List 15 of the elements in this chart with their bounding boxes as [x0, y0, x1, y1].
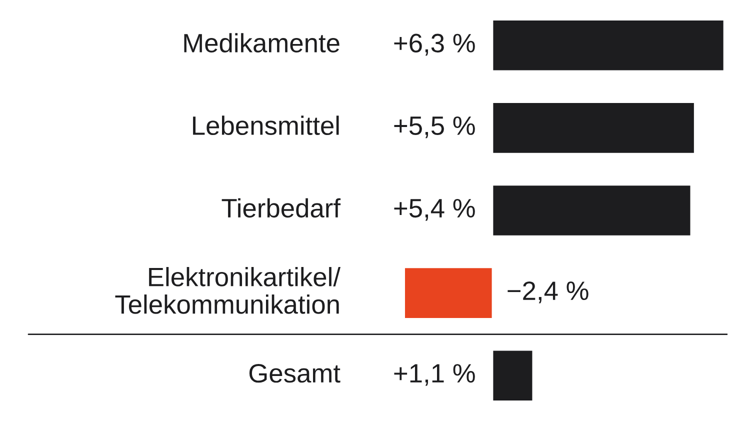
bar	[492, 349, 534, 402]
y-tick-label: Tierbedarf	[222, 198, 341, 218]
bar	[492, 102, 696, 154]
bar	[492, 184, 692, 237]
y-tick-label: Elektronikartikel/ Telekommunikation	[115, 267, 341, 314]
bar	[492, 19, 725, 72]
data-label: +5,4 %	[394, 199, 475, 221]
data-label: +1,1 %	[394, 364, 475, 386]
data-label: +5,5 %	[394, 116, 475, 138]
data-label: −2,4 %	[508, 281, 588, 304]
y-tick-label: Gesamt	[249, 364, 340, 383]
y-tick-label: Lebensmittel	[193, 116, 339, 136]
bar	[404, 266, 494, 320]
data-label: +6,3 %	[394, 34, 475, 56]
y-tick-label: Medikamente	[184, 33, 340, 52]
